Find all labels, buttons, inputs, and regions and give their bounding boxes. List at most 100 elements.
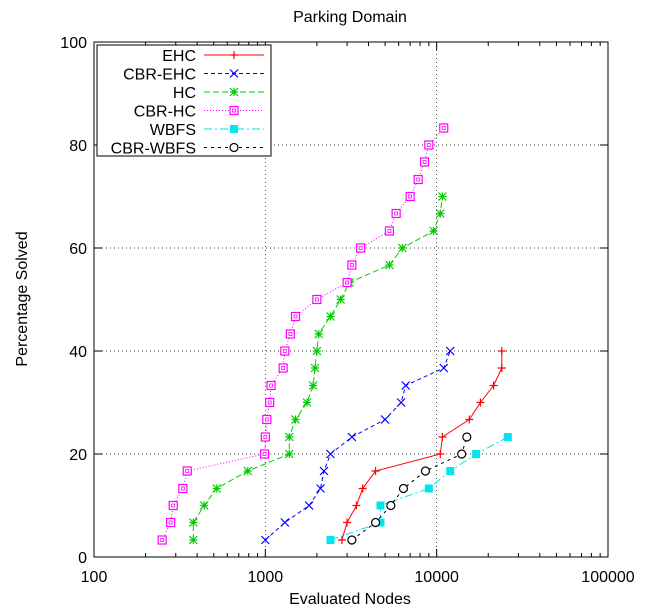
data-point-inner	[160, 538, 165, 542]
data-point-inner	[408, 194, 413, 199]
series-line	[341, 351, 503, 541]
data-point	[396, 398, 406, 407]
data-point	[380, 415, 390, 424]
x-tick-label: 10000	[414, 569, 459, 586]
series-cbr-hc	[157, 123, 449, 545]
data-point	[419, 157, 430, 167]
data-point	[285, 329, 295, 339]
data-point	[212, 484, 222, 493]
data-point	[457, 449, 467, 459]
data-point	[347, 260, 357, 270]
data-point	[302, 398, 312, 407]
data-point-inner	[185, 469, 190, 473]
data-point-inner	[263, 435, 268, 439]
data-point-inner	[416, 177, 421, 182]
data-point	[312, 294, 322, 305]
data-point	[420, 466, 431, 476]
y-tick-label: 20	[69, 447, 87, 464]
data-point	[405, 191, 415, 202]
data-point-inner	[168, 520, 173, 525]
series-hc	[188, 192, 447, 545]
data-point	[229, 69, 239, 78]
data-point-inner	[422, 160, 427, 164]
data-point	[178, 483, 188, 494]
data-point	[182, 466, 192, 476]
data-point-inner	[358, 246, 363, 250]
data-point	[446, 466, 455, 475]
data-point	[265, 397, 275, 408]
data-point	[391, 208, 401, 219]
data-point	[310, 363, 320, 373]
legend-label: WBFS	[150, 122, 196, 139]
data-point	[168, 500, 178, 511]
data-point-inner	[288, 332, 293, 336]
data-point	[290, 311, 301, 322]
data-point	[229, 105, 239, 116]
ticks: 0 20 40 60 80 100 100 1000 10000 100000	[60, 35, 635, 586]
data-point	[476, 398, 485, 407]
y-axis-label: Percentage Solved	[14, 231, 31, 366]
series-line	[192, 196, 443, 540]
grid	[94, 42, 608, 557]
data-point	[260, 535, 270, 545]
data-point	[465, 415, 474, 424]
data-point-inner	[180, 486, 185, 491]
x-tick-label: 100000	[581, 569, 634, 586]
data-point	[347, 432, 357, 442]
data-point	[385, 260, 394, 270]
data-point	[326, 312, 335, 321]
data-point	[308, 381, 318, 390]
data-point	[230, 51, 238, 59]
data-point	[352, 501, 361, 510]
data-point	[424, 140, 434, 150]
data-point	[384, 226, 395, 236]
data-point	[291, 415, 300, 424]
data-point	[314, 329, 324, 339]
data-point-inner	[281, 366, 286, 370]
x-tick-label: 100	[81, 569, 108, 586]
data-point	[337, 536, 346, 545]
data-point	[489, 381, 498, 390]
x-tick-label: 1000	[248, 569, 284, 586]
data-point	[398, 483, 409, 494]
series-cbr-ehc	[260, 346, 455, 545]
data-point-inner	[349, 263, 354, 267]
data-point	[413, 174, 423, 185]
data-point	[424, 484, 433, 493]
y-tick-label: 60	[69, 241, 87, 258]
data-point	[497, 347, 506, 355]
data-point	[472, 450, 481, 458]
data-point-inner	[345, 280, 349, 285]
data-point-inner	[171, 503, 176, 508]
y-tick-label: 100	[60, 35, 87, 52]
data-point-inner	[394, 211, 399, 216]
data-point-inner	[282, 349, 287, 353]
data-point	[439, 363, 449, 373]
data-point	[438, 433, 447, 442]
data-point	[262, 414, 272, 425]
y-tick-label: 40	[69, 344, 87, 361]
data-point	[358, 484, 367, 493]
data-point	[260, 432, 270, 442]
data-point	[386, 500, 396, 511]
data-point	[188, 535, 198, 545]
data-point	[312, 346, 322, 356]
y-tick-label: 0	[78, 550, 87, 567]
data-point	[370, 517, 381, 528]
data-point	[439, 123, 449, 133]
y-tick-label: 80	[69, 138, 87, 155]
data-point	[326, 449, 335, 459]
data-point	[343, 518, 352, 527]
data-point-inner	[264, 417, 269, 422]
chart-title: Parking Domain	[293, 9, 407, 26]
data-point	[188, 518, 198, 527]
data-point	[436, 450, 445, 458]
legend-box	[96, 44, 272, 157]
data-point	[280, 346, 290, 356]
data-point	[230, 125, 238, 133]
legend-label: HC	[173, 85, 196, 102]
data-point	[199, 501, 209, 510]
data-point	[342, 277, 352, 288]
data-point	[229, 142, 239, 153]
